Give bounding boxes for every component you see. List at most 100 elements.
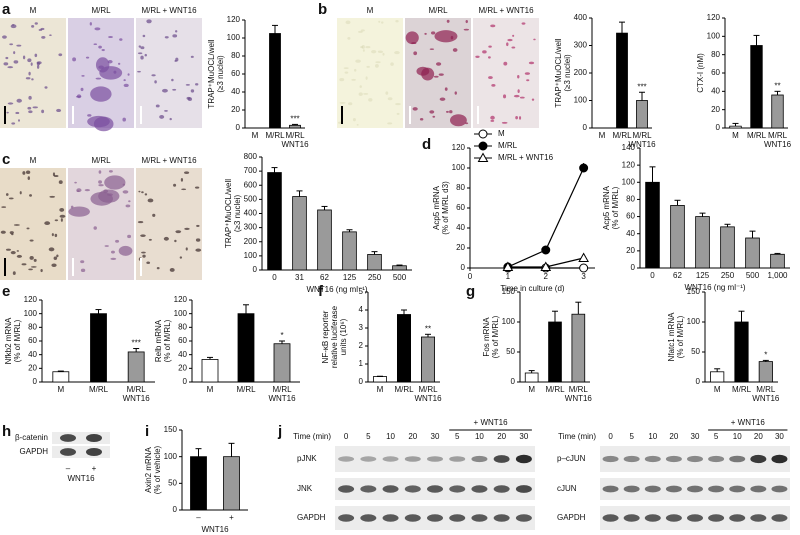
y-tick-label: 0 (511, 377, 516, 386)
x-tick-label: M/RL (265, 131, 285, 140)
cell (521, 22, 526, 25)
cell (395, 20, 399, 23)
blot-row-label: GAPDH (297, 513, 326, 522)
cell (0, 230, 6, 234)
blot-band (644, 514, 661, 522)
panel-letter: h (2, 423, 11, 440)
blot-band (515, 485, 532, 493)
cell (366, 65, 370, 68)
blot-band (86, 448, 102, 456)
x-tick-label: 125 (696, 271, 710, 280)
cell (93, 116, 114, 132)
blot-band (427, 485, 443, 493)
cell (190, 89, 195, 93)
cell (104, 175, 126, 190)
cell (5, 56, 9, 60)
panel-letter: i (145, 423, 149, 440)
lane-label: 5 (629, 432, 634, 441)
cell (171, 78, 174, 82)
label-line: WNT16 (281, 140, 309, 149)
cell (339, 77, 345, 82)
x-tick-label: M (528, 385, 535, 394)
cell (30, 266, 37, 268)
cell (429, 48, 435, 50)
bar (201, 359, 219, 383)
y-tick-label: 20 (711, 105, 720, 114)
cell (518, 116, 522, 120)
cell (179, 256, 183, 259)
x-tick-label: 62 (320, 273, 329, 282)
y-tick-label: 700 (244, 166, 258, 175)
lane-label: 20 (669, 432, 678, 441)
cell (430, 31, 436, 35)
blot-band (623, 455, 640, 463)
bar (396, 314, 411, 383)
micrograph (0, 168, 66, 280)
x-tick-label: 2 (544, 272, 549, 281)
y-tick-label: 20 (28, 363, 37, 372)
blot-band (60, 448, 76, 456)
cell (9, 231, 14, 235)
cell (29, 239, 34, 242)
y-axis-label: (≥3 nuclei) (233, 195, 242, 233)
bar (367, 254, 382, 271)
legend-label: M (498, 129, 505, 138)
lane-label: 20 (497, 432, 506, 441)
cell (452, 48, 458, 52)
cell (107, 193, 113, 197)
cell (93, 226, 97, 230)
lane-label: – (66, 464, 71, 473)
y-tick-label: 100 (502, 317, 516, 326)
blot-band (338, 485, 355, 493)
lane-label: 10 (733, 432, 742, 441)
x-tick-label: 0 (272, 273, 277, 282)
cell (12, 271, 16, 276)
cell (387, 97, 393, 101)
cell (454, 91, 457, 95)
cell (98, 170, 102, 174)
x-tick-label: M (252, 131, 259, 140)
cell (36, 61, 42, 65)
cell (506, 42, 509, 47)
cell (137, 52, 143, 55)
cell (184, 171, 190, 174)
cell (7, 102, 14, 105)
y-tick-label: 100 (24, 309, 38, 318)
cell (138, 190, 141, 193)
cell (147, 198, 154, 203)
cell (533, 38, 536, 41)
cell (503, 61, 508, 66)
y-tick-label: 5 (359, 287, 364, 296)
cell (339, 101, 346, 104)
bar (524, 372, 539, 383)
y-tick-label: 800 (244, 152, 258, 161)
y-tick-label: 20 (178, 363, 187, 372)
y-tick-label: 150 (502, 287, 516, 296)
x-tick-label: M/RL WNT16 (281, 131, 309, 149)
cell (28, 268, 33, 271)
cell (352, 117, 356, 122)
cell (146, 261, 151, 265)
y-tick-label: 0 (716, 123, 721, 132)
y-tick-label: 100 (164, 452, 178, 461)
marker (540, 261, 552, 271)
micrograph-label: M (30, 156, 37, 165)
cell (72, 57, 77, 62)
y-axis-label: Nfkb2 mRNA (4, 317, 13, 364)
y-axis-label: Relb mRNA (154, 319, 163, 362)
cell (517, 75, 520, 79)
x-tick-label: M/RL WNT16 (764, 131, 792, 149)
bar (571, 313, 586, 383)
cell (115, 239, 120, 243)
cell (53, 174, 59, 178)
y-tick-label: 100 (227, 33, 241, 42)
cell (25, 77, 31, 80)
cell (174, 30, 178, 33)
cell (99, 66, 123, 80)
bar (317, 209, 332, 271)
y-tick-label: 40 (711, 86, 720, 95)
x-tick-label: 31 (295, 273, 304, 282)
cell (56, 254, 59, 258)
blot-band (771, 485, 788, 493)
cell (21, 263, 27, 266)
